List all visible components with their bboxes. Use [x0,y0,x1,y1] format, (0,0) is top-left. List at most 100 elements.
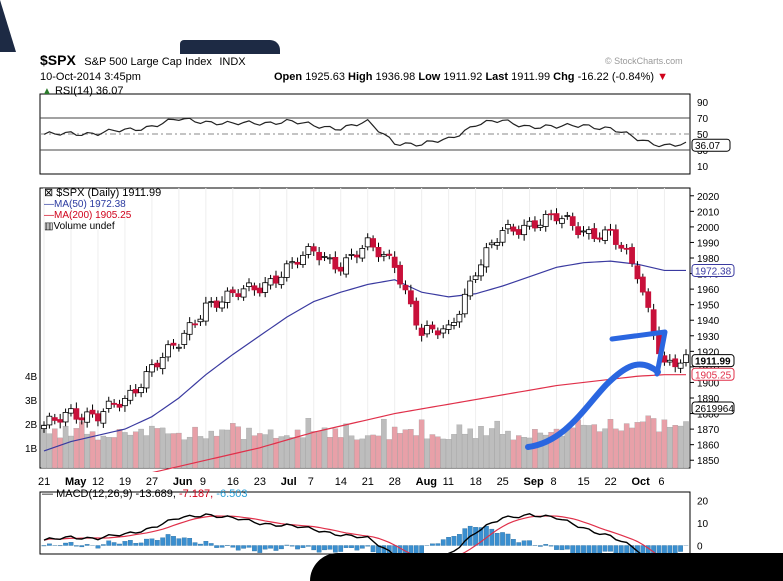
candle-body [208,301,215,303]
volume-bar [629,427,635,469]
macd-histogram-bar [543,544,549,546]
ma200-line [152,374,686,472]
candle-body [623,247,630,250]
volume-bar [289,437,295,469]
volume-tick-label: 3B [25,396,38,407]
candle-body [645,291,652,308]
volume-bar [100,435,107,469]
candle-body [219,301,225,309]
x-axis-labels: 21 May 12 19 27 Jun 9 16 23 Jul 7 14 21 28 Aug 11 18 25 Se… [38,476,665,488]
y-tick-label: 2000 [697,223,720,234]
volume-bar [672,425,678,469]
candle-body [456,313,463,323]
macd-histogram-bar [473,527,478,546]
macd-histogram-bar [198,543,203,546]
candle-body [240,288,247,298]
candle-body [95,413,101,422]
macd-histogram-bar [381,545,387,556]
macd-histogram-bar [662,545,667,556]
macd-histogram-bar [435,543,441,546]
candle-body [273,275,279,284]
macd-histogram-bar [79,545,85,548]
volume-bar [235,426,241,469]
macd-histogram-bar [241,545,246,549]
macd-histogram-bar [440,539,446,546]
candle-body [445,324,452,330]
macd-histogram-bar [311,545,317,551]
badge-last: 1911.99 [695,357,731,368]
macd-histogram-bar [554,545,559,550]
macd-tick-label: 10 [697,519,709,530]
candle-body [434,330,441,336]
candle-body [165,344,171,358]
volume-bar [548,432,554,469]
candle-body [494,242,501,246]
volume-bar [310,431,317,469]
price-legend: ⊠ $SPX (Daily) 1911.99 —MA(50) 1972.38 —… [44,187,162,232]
candle-body [51,417,58,421]
macd-histogram-bar [370,545,376,553]
volume-bar [316,431,322,469]
volume-bar [327,437,333,469]
macd-histogram-bar [354,545,360,551]
volume-bar [661,419,668,469]
macd-histogram-bar [521,540,527,546]
candle-body [246,282,252,287]
high-label: High [348,71,373,83]
candle-body [672,358,679,368]
y-tick-label: 1960 [697,285,720,296]
macd-value-3: -6.503 [216,488,248,500]
candle-body [542,213,549,227]
volume-bar [516,435,522,469]
x-tick-label: 18 [470,476,482,488]
macd-histogram-bar [133,543,139,546]
candle-body [386,253,393,256]
x-tick-label: 16 [227,476,239,488]
volume-bar [359,438,366,469]
macd-histogram-bar [160,537,166,546]
rsi-last-badge [691,138,731,152]
x-tick-label: 6 [658,476,664,488]
volume-bar [677,425,684,469]
chg-label: Chg [553,71,575,83]
macd-histogram-bar [165,534,171,546]
volume-bar [257,433,263,469]
open-label: Open [274,71,303,83]
header-dark-band [180,40,280,54]
candle-body [68,408,74,414]
candle-body [569,216,576,226]
x-tick-label: 14 [335,476,347,488]
macd-histogram-bar [279,545,284,550]
x-tick-label: 8 [551,476,557,488]
macd-histogram-bar [203,541,209,546]
candle-body [548,213,555,216]
macd-histogram-bar [430,543,435,546]
macd-histogram-bar [559,545,565,551]
macd-histogram-bar [144,538,149,546]
macd-histogram-bar [365,545,371,547]
volume-bar [208,430,214,469]
volume-bar [656,431,662,469]
volume-bar [73,428,80,469]
candle-body [505,224,511,230]
macd-histogram-bar [516,542,522,546]
volume-bar [348,435,355,469]
candle-body [229,289,236,294]
candle-body [116,403,123,408]
volume-bar [95,439,101,469]
candle-body [197,318,204,323]
low-label: Low [418,71,441,83]
macd-histogram-bar [192,542,198,546]
badge-ma50: 1972.38 [695,266,732,277]
volume-bar [591,424,598,469]
macd-histogram-bar [111,542,117,546]
candle-body [596,237,603,240]
ohlc-summary: Open 1925.63 High 1936.98 Low 1911.92 La… [274,71,668,83]
macd-histogram-bar [289,545,295,547]
candle-body [202,302,209,322]
macd-histogram-bar [95,545,101,549]
x-tick-label: 28 [389,476,401,488]
candle-body [100,411,107,424]
volume-bar [542,434,549,469]
macd-histogram-bar [651,545,656,556]
